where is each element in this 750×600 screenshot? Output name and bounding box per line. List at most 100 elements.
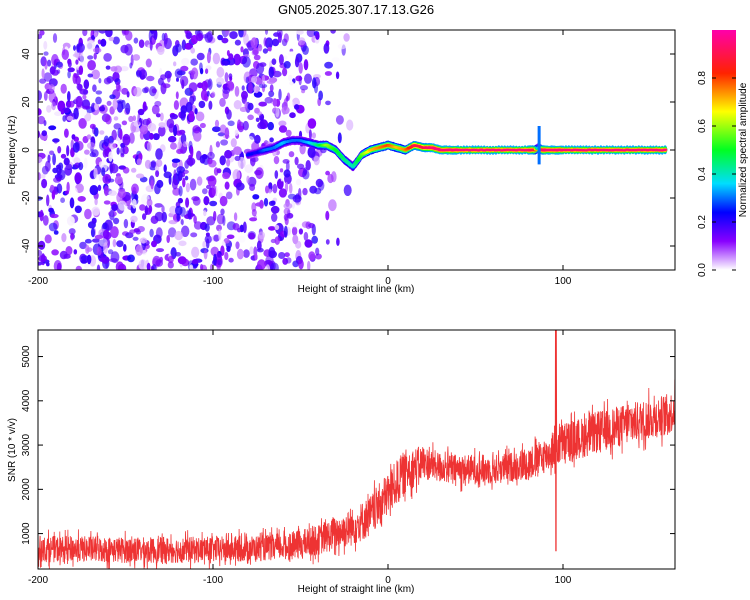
noise-blob	[201, 80, 208, 91]
noise-blob	[214, 119, 220, 128]
noise-blob	[289, 81, 294, 86]
noise-blob	[78, 65, 84, 75]
noise-blob	[126, 91, 130, 98]
noise-blob	[52, 33, 58, 43]
noise-blob	[175, 91, 179, 100]
noise-blob	[97, 184, 102, 191]
noise-blob	[221, 60, 229, 66]
noise-blob	[75, 265, 82, 270]
noise-blob	[266, 80, 276, 84]
noise-blob	[217, 34, 224, 41]
noise-blob	[226, 234, 235, 240]
y-tick-label: 3000	[21, 434, 32, 457]
noise-blob	[307, 146, 316, 158]
colorbar-label: Normalized spectral amplitude	[738, 82, 749, 217]
noise-blob	[98, 78, 102, 84]
noise-blob	[294, 104, 300, 110]
noise-blob	[191, 259, 199, 265]
noise-blob	[144, 205, 149, 216]
noise-blob	[96, 264, 101, 270]
noise-blob	[115, 81, 121, 92]
noise-blob	[113, 123, 122, 130]
noise-blob	[51, 249, 59, 256]
noise-blob	[94, 102, 99, 111]
noise-blob	[205, 232, 210, 237]
noise-blob	[87, 142, 96, 150]
noise-blob	[203, 210, 207, 217]
noise-blob	[282, 159, 290, 164]
noise-blob	[122, 133, 131, 146]
noise-blob	[151, 264, 157, 270]
noise-blob	[86, 254, 92, 265]
noise-blob	[233, 212, 238, 222]
noise-blob	[206, 90, 210, 97]
noise-blob	[143, 105, 148, 111]
noise-blob	[71, 134, 76, 140]
noise-blob	[105, 65, 111, 70]
noise-blob	[311, 235, 319, 244]
noise-blob	[303, 59, 309, 71]
noise-blob	[207, 78, 213, 90]
noise-blob	[74, 172, 82, 184]
noise-blob	[303, 231, 309, 241]
noise-blob	[50, 213, 59, 219]
noise-blob	[98, 161, 104, 168]
noise-blob	[232, 169, 241, 181]
noise-blob	[187, 209, 192, 220]
noise-blob	[145, 58, 152, 68]
noise-blob	[313, 155, 320, 166]
ridge-spike	[537, 126, 541, 165]
noise-blob	[283, 61, 291, 69]
snr-plot-area	[38, 330, 675, 569]
noise-blob	[199, 67, 204, 75]
noise-blob	[84, 263, 90, 269]
noise-blob	[39, 209, 44, 222]
noise-blob	[283, 169, 291, 178]
noise-blob	[263, 37, 267, 47]
noise-blob	[181, 225, 190, 237]
colorbar-tick-label: 0.6	[697, 119, 708, 133]
noise-blob	[135, 244, 144, 256]
noise-blob	[238, 30, 244, 38]
noise-blob	[167, 255, 174, 264]
spectrogram-x-ticks: -200 -100 0 100	[28, 30, 572, 287]
noise-blob	[144, 159, 152, 169]
noise-blob	[41, 68, 45, 79]
noise-blob	[168, 227, 177, 238]
noise-blob	[105, 176, 109, 183]
noise-blob	[66, 145, 70, 157]
noise-blob	[295, 178, 302, 186]
noise-blob	[139, 237, 148, 244]
noise-blob	[162, 83, 171, 89]
noise-blob	[171, 178, 178, 190]
noise-blob	[109, 210, 115, 221]
noise-blob	[38, 108, 42, 116]
noise-blob	[70, 187, 78, 198]
noise-blob	[188, 82, 198, 92]
noise-blob	[103, 135, 110, 147]
noise-blob	[282, 67, 288, 77]
spectrogram-heatmap	[38, 30, 668, 270]
noise-blob	[52, 153, 56, 166]
noise-blob	[229, 31, 238, 40]
noise-blob	[80, 259, 88, 264]
noise-blob	[242, 56, 251, 68]
noise-blob	[148, 205, 153, 213]
noise-blob	[298, 259, 304, 270]
noise-blob	[83, 157, 88, 169]
noise-blob	[168, 175, 172, 185]
noise-blob	[278, 188, 287, 198]
noise-blob	[216, 66, 225, 78]
noise-blob	[206, 51, 211, 64]
noise-blob	[328, 199, 337, 212]
noise-blob	[298, 228, 303, 235]
noise-blob	[78, 118, 87, 129]
noise-blob	[150, 160, 157, 168]
noise-blob	[64, 128, 69, 138]
noise-blob	[107, 249, 114, 255]
noise-blob	[87, 55, 94, 60]
noise-blob	[193, 215, 197, 224]
noise-blob	[308, 222, 315, 229]
colorbar: 0.0 0.2 0.4 0.6 0.8 Normalized spectral ampl…	[697, 30, 749, 277]
noise-blob	[274, 170, 279, 179]
